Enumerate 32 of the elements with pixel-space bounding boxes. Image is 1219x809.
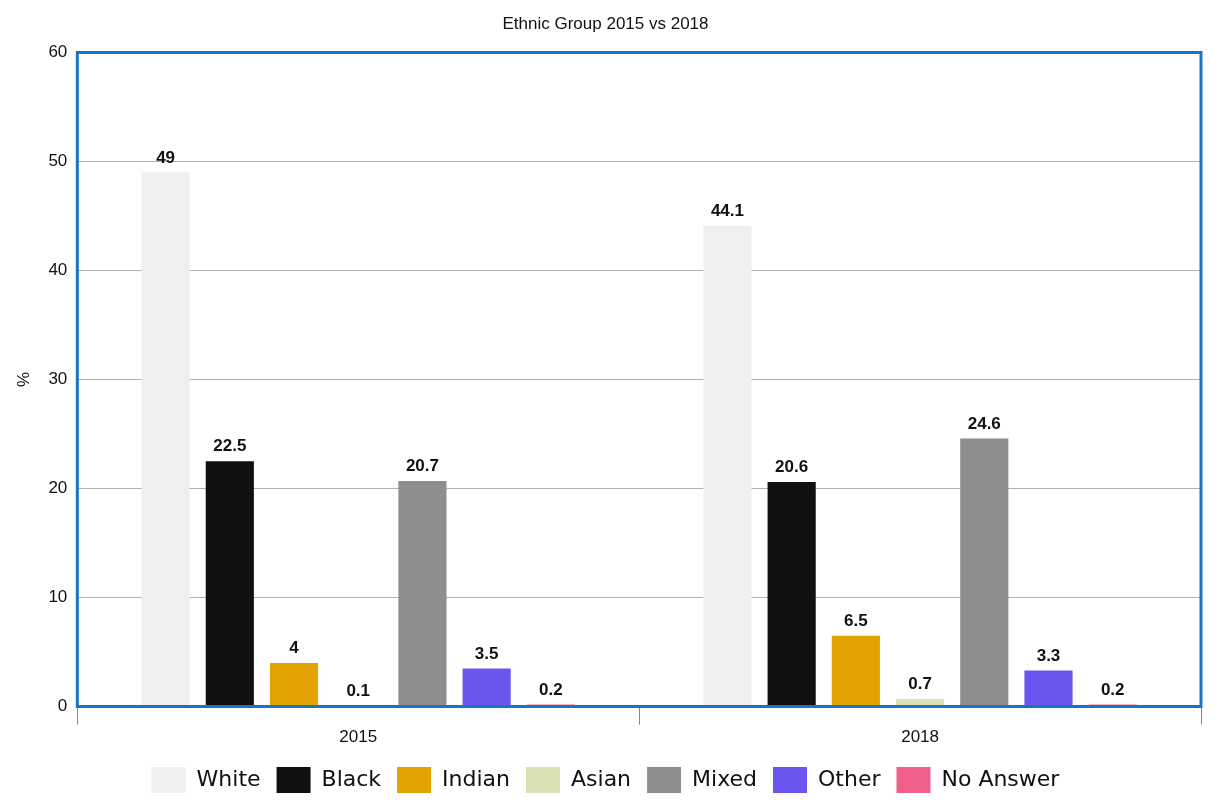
y-axis-title: % [13, 371, 33, 388]
data-label: 0.2 [1100, 679, 1125, 699]
data-label: 0.7 [908, 674, 932, 694]
y-tick-label: 10 [48, 587, 68, 607]
legend-label: White [196, 765, 261, 791]
data-label: 0.2 [539, 679, 563, 699]
y-tick-label: 50 [48, 151, 68, 171]
data-label: 49 [156, 147, 176, 167]
legend-label: Other [818, 765, 882, 791]
x-tick-label: 2018 [901, 727, 939, 747]
data-label: 20.6 [775, 457, 809, 477]
y-tick-label: 30 [48, 369, 68, 389]
y-tick-label: 20 [48, 478, 68, 498]
chart-title: Ethnic Group 2015 vs 2018 [502, 13, 709, 33]
y-tick-label: 0 [57, 696, 68, 716]
data-label: 20.7 [405, 456, 439, 476]
data-label: 24.6 [967, 413, 1001, 433]
data-label: 3.3 [1036, 645, 1061, 665]
data-label: 0.1 [346, 680, 371, 700]
legend-label: No Answer [941, 765, 1061, 791]
legend-label: Mixed [692, 765, 757, 791]
legend-label: Indian [442, 765, 511, 791]
data-label: 4 [289, 638, 300, 658]
x-tick-label: 2015 [339, 727, 378, 747]
y-tick-label: 60 [48, 42, 68, 62]
legend-label: Asian [571, 765, 632, 791]
data-label: 3.5 [474, 643, 499, 663]
y-tick-label: 40 [48, 260, 68, 280]
data-label: 44.1 [710, 200, 744, 220]
data-label: 22.5 [213, 436, 247, 456]
legend-label: Black [321, 765, 382, 791]
data-label: 6.5 [844, 610, 868, 630]
